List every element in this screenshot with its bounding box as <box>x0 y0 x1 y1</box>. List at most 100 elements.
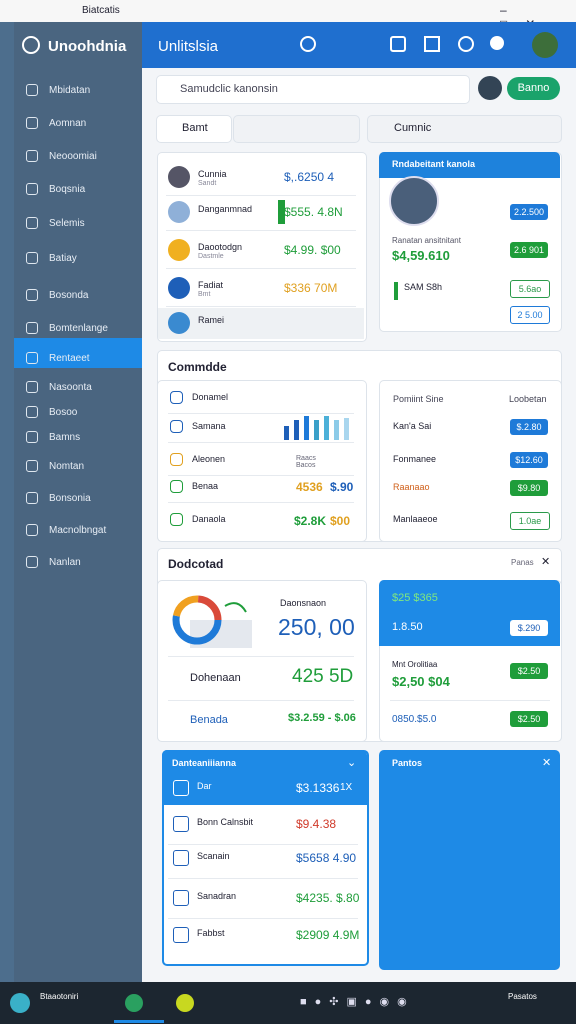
nav-item[interactable]: Selemis <box>49 218 85 229</box>
button[interactable]: 2 5.00 <box>510 306 550 324</box>
app-icon[interactable] <box>125 994 143 1012</box>
nav-item[interactable]: Neooomiai <box>49 151 97 162</box>
button[interactable]: $12.60 <box>510 452 548 468</box>
sidebar-title: Unoohdnia <box>48 38 127 55</box>
right-value: $2,50 $04 <box>392 674 450 689</box>
dropdown-label: Bamt <box>182 122 208 134</box>
nav-icon <box>26 460 38 472</box>
icon[interactable] <box>390 36 406 52</box>
row-value: $9.4.38 <box>296 817 337 831</box>
nav-item[interactable]: Macnolbngat <box>49 525 107 536</box>
avatar <box>478 76 502 100</box>
chevron[interactable]: ⌄ <box>347 757 357 769</box>
row-icon <box>170 513 183 526</box>
row-value: $4235. $.80 <box>296 891 360 905</box>
section-action[interactable]: Panas <box>511 558 534 567</box>
nav-item[interactable]: Nomtan <box>49 461 85 472</box>
filter-search-label: Cumnic <box>394 122 432 134</box>
search-box[interactable] <box>156 75 470 104</box>
filter-box[interactable] <box>233 115 360 143</box>
nav-item[interactable]: Bosoo <box>49 407 78 418</box>
icon[interactable] <box>458 36 474 52</box>
row-label: Manlaaeoe <box>393 514 438 524</box>
nav-item[interactable]: Boqsnia <box>49 184 86 195</box>
divider <box>168 878 358 879</box>
search-button[interactable]: Banno <box>507 77 560 100</box>
row-icon <box>168 166 190 188</box>
button[interactable]: 1.0ae <box>510 512 550 530</box>
button[interactable]: 5.6ao <box>510 280 550 298</box>
row-label: Aleonen <box>192 454 226 464</box>
user-avatar[interactable] <box>532 32 558 58</box>
row-icon <box>168 201 190 223</box>
button[interactable]: $2.50 <box>510 663 548 679</box>
button[interactable]: 2.2.500 <box>510 204 548 220</box>
dropdown[interactable] <box>156 115 232 143</box>
row-sub: Bmt <box>198 291 211 298</box>
taskbar-app[interactable]: Btaaotoniri <box>40 992 79 1001</box>
row-icon <box>173 890 189 906</box>
search-icon[interactable] <box>300 36 316 52</box>
row-value: $2909 4.9M <box>296 928 360 942</box>
nav-item[interactable]: Bosonda <box>49 290 89 301</box>
nav-icon <box>26 252 38 264</box>
icon[interactable] <box>424 36 440 52</box>
nav-item[interactable]: Nanlan <box>49 557 81 568</box>
nav-icon <box>26 289 38 301</box>
start-icon[interactable] <box>10 993 30 1013</box>
right-label: Mnt Orolitiaa <box>392 660 438 669</box>
nav-item[interactable]: Mbidatan <box>49 85 91 96</box>
nav-item[interactable]: Nasoonta <box>49 382 92 393</box>
row-label: Donamel <box>192 392 229 402</box>
blue-card <box>379 750 560 970</box>
app-icon[interactable] <box>176 994 194 1012</box>
row-name: Scanain <box>197 851 230 861</box>
right-value: 0850.$5.0 <box>392 714 437 725</box>
divider <box>168 844 358 845</box>
icon[interactable] <box>490 36 504 50</box>
row-label: Kan'a Sai <box>393 421 432 431</box>
card-header <box>379 580 560 646</box>
nav-item[interactable]: Batiay <box>49 253 77 264</box>
divider <box>168 700 354 701</box>
nav-icon <box>26 431 38 443</box>
nav-item[interactable]: Aomnan <box>49 118 87 129</box>
row-label: Fonmanee <box>393 454 437 464</box>
row-icon <box>168 239 190 261</box>
value: $.90 <box>330 480 354 494</box>
row-icon <box>173 850 189 866</box>
button[interactable]: $2.50 <box>510 711 548 727</box>
row-icon <box>173 816 189 832</box>
nav-icon <box>26 406 38 418</box>
header-label: Loobetan <box>509 394 547 404</box>
taskbar <box>0 982 576 1024</box>
clock: Pasatos <box>508 992 537 1001</box>
nav-item[interactable]: Bomtenlange <box>49 323 108 334</box>
button[interactable]: $.290 <box>510 620 548 636</box>
nav-icon <box>26 524 38 536</box>
header-title: Unlitslsia <box>158 38 219 55</box>
nav-icon <box>26 117 38 129</box>
row-value: $3.2.59 - $.06 <box>288 712 356 724</box>
row-icon <box>168 312 190 334</box>
row-label: Benaa <box>192 481 219 491</box>
nav-item[interactable]: Bonsonia <box>49 493 91 504</box>
button[interactable]: $.2.80 <box>510 419 548 435</box>
close[interactable]: ✕ <box>542 757 552 769</box>
filter-search[interactable] <box>367 115 562 143</box>
row-value: $5658 4.90 <box>296 851 357 865</box>
button[interactable]: 2.6 901 <box>510 242 548 258</box>
nav-item[interactable]: Rentaeet <box>49 353 90 364</box>
row-value: $555. 4.8N <box>284 205 343 219</box>
divider <box>166 306 356 307</box>
blue-value: $25 $365 <box>392 592 438 604</box>
nav-item[interactable]: Bamns <box>49 432 81 443</box>
button[interactable]: $9.80 <box>510 480 548 496</box>
row-name: Bonn Calnsbit <box>197 817 254 827</box>
nav-icon <box>26 217 38 229</box>
divider <box>166 230 356 231</box>
close[interactable]: ✕ <box>541 556 551 568</box>
row-extra: 1X <box>340 782 353 793</box>
divider <box>166 195 356 196</box>
tray-icons[interactable]: ■●✣▣●◉◉ <box>300 996 415 1008</box>
